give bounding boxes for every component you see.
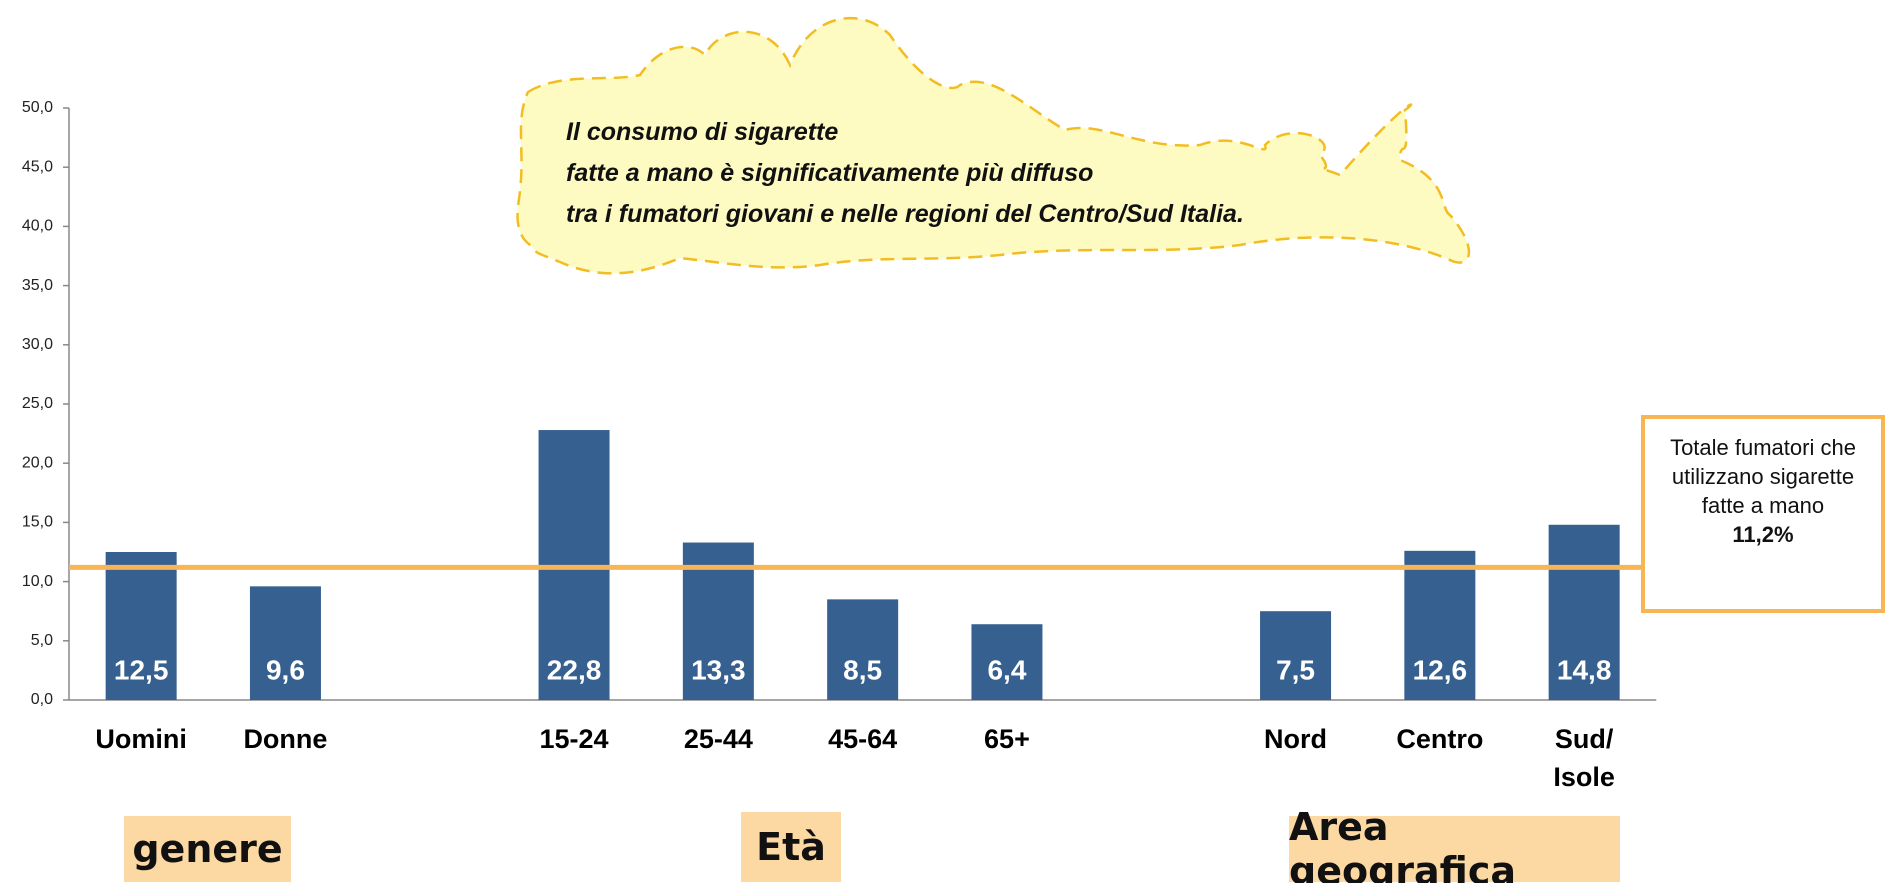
group-label: Area geografica bbox=[1289, 816, 1620, 882]
x-tick-label: Centro bbox=[1368, 720, 1512, 758]
reference-label: 11,2% bbox=[1655, 520, 1871, 549]
y-tick-label: 5,0 bbox=[31, 632, 53, 649]
y-tick-label: 15,0 bbox=[22, 514, 53, 531]
x-tick-label: 45-64 bbox=[791, 720, 935, 758]
value-label: 9,6 bbox=[266, 654, 305, 685]
y-tick-label: 45,0 bbox=[22, 158, 53, 175]
x-tick-label: 15-24 bbox=[502, 720, 646, 758]
value-label: 13,3 bbox=[691, 654, 746, 685]
page: 0,0 5,0 10,0 15,0 20,0 25,0 30,0 35,0 40,0 45,0 50… bbox=[0, 0, 1895, 883]
y-tick-label: 40,0 bbox=[22, 218, 53, 235]
value-label: 12,5 bbox=[114, 654, 169, 685]
y-tick-label: 35,0 bbox=[22, 277, 53, 294]
y-tick-label: 0,0 bbox=[31, 691, 53, 708]
annotation: Il consumo di sigarette fatte a mano è s… bbox=[566, 112, 1244, 235]
reference-box: Totale fumatori che utilizzano sigarette… bbox=[1641, 415, 1885, 613]
value-label: 6,4 bbox=[987, 654, 1026, 685]
y-tick-label: 10,0 bbox=[22, 573, 53, 590]
x-tick-label: Donne bbox=[213, 720, 357, 758]
value-label: 22,8 bbox=[547, 654, 602, 685]
group-label: Età bbox=[741, 812, 841, 882]
y-tick-label: 20,0 bbox=[22, 454, 53, 471]
group-label: genere bbox=[124, 816, 291, 882]
value-label: 12,6 bbox=[1413, 654, 1468, 685]
value-label: 8,5 bbox=[843, 654, 882, 685]
y-tick-label: 25,0 bbox=[22, 395, 53, 412]
value-label: 7,5 bbox=[1276, 654, 1315, 685]
x-tick-label: 65+ bbox=[935, 720, 1079, 758]
x-tick-label: 25-44 bbox=[646, 720, 790, 758]
x-tick-label: Nord bbox=[1224, 720, 1368, 758]
value-label: 14,8 bbox=[1557, 654, 1612, 685]
x-tick-label: Sud/ Isole bbox=[1512, 720, 1656, 796]
y-tick-label: 50,0 bbox=[22, 99, 53, 116]
x-tick-label: Uomini bbox=[69, 720, 213, 758]
y-tick-label: 30,0 bbox=[22, 336, 53, 353]
reference-text: Totale fumatori che utilizzano sigarette… bbox=[1655, 433, 1871, 520]
